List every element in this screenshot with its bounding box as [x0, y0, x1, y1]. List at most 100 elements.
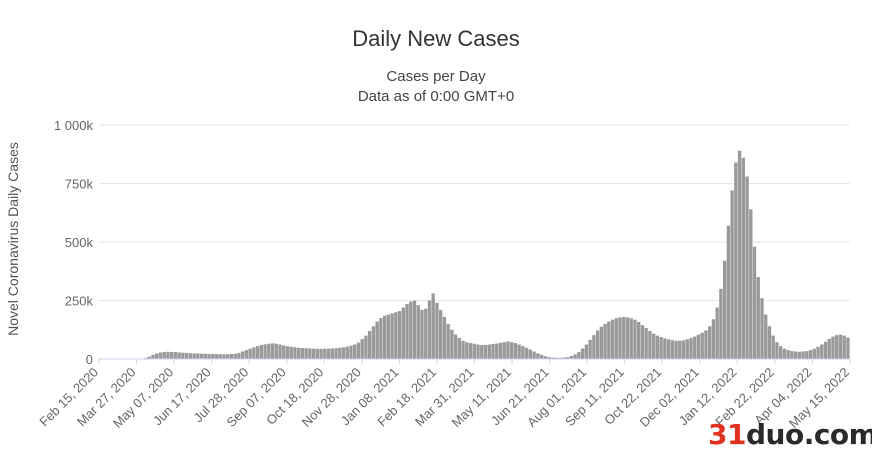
- data-bar: [838, 334, 843, 359]
- data-bar: [749, 209, 753, 359]
- data-bar: [263, 344, 267, 359]
- data-bar: [674, 340, 678, 359]
- data-bar: [659, 337, 663, 359]
- data-bar: [375, 321, 379, 359]
- data-bar: [420, 309, 424, 359]
- data-bar: [831, 336, 835, 359]
- data-bar: [416, 305, 420, 359]
- data-bar: [472, 343, 476, 359]
- data-bar: [397, 311, 402, 359]
- data-bar: [491, 344, 495, 359]
- data-bar: [203, 353, 207, 359]
- data-bar: [181, 352, 185, 359]
- data-bar: [356, 342, 361, 359]
- data-bar: [173, 351, 178, 359]
- data-bar: [442, 316, 447, 359]
- data-bar: [524, 347, 529, 359]
- watermark: 31duo.com: [708, 418, 872, 451]
- data-bar: [453, 334, 458, 359]
- data-bar: [681, 340, 686, 359]
- data-bar: [737, 150, 742, 359]
- data-bar: [779, 346, 783, 359]
- data-bar: [532, 351, 536, 359]
- data-bar: [812, 348, 816, 359]
- data-bar: [588, 339, 592, 359]
- data-bar: [248, 348, 252, 359]
- data-bar: [595, 330, 600, 359]
- data-bar: [741, 157, 745, 359]
- data-bar: [315, 348, 320, 359]
- data-bar: [468, 343, 473, 359]
- data-bar: [846, 337, 850, 359]
- data-bar: [569, 355, 574, 359]
- chart-title: Daily New Cases: [352, 26, 520, 51]
- data-bar: [476, 344, 480, 359]
- data-bar: [244, 350, 249, 359]
- data-bar: [390, 313, 394, 359]
- data-bar: [222, 354, 226, 359]
- data-bar: [708, 326, 712, 359]
- data-bar: [308, 348, 312, 359]
- data-bar: [554, 357, 559, 359]
- chart-subtitle-line-2: Data as of 0:00 GMT+0: [357, 88, 515, 105]
- data-bar: [820, 344, 824, 359]
- data-bar: [498, 342, 503, 359]
- data-bar: [640, 325, 645, 359]
- data-bar: [285, 346, 290, 359]
- data-bar: [685, 339, 689, 359]
- data-bar: [577, 351, 581, 359]
- data-bar: [192, 353, 196, 359]
- data-bar: [207, 353, 211, 359]
- data-bar: [319, 348, 323, 359]
- data-bar: [539, 354, 544, 359]
- data-bar: [607, 321, 611, 359]
- y-tick-label: 500k: [65, 235, 94, 250]
- data-bar: [666, 339, 671, 359]
- data-bar: [188, 353, 193, 359]
- data-bar: [334, 348, 338, 359]
- data-bar: [693, 336, 697, 359]
- watermark-part-1: 31: [708, 418, 746, 451]
- data-bar: [297, 347, 301, 359]
- data-bar: [528, 349, 533, 359]
- data-bar: [270, 343, 275, 359]
- y-tick-label: 1 000k: [54, 118, 94, 133]
- chart-subtitle-line-1: Cases per Day: [386, 68, 486, 85]
- data-bar: [502, 342, 506, 359]
- data-bar: [323, 348, 327, 359]
- data-bar: [547, 357, 551, 359]
- data-bar: [842, 335, 846, 359]
- data-bar: [155, 353, 159, 359]
- data-bar: [793, 351, 798, 359]
- data-bar: [214, 354, 219, 359]
- data-bar: [771, 335, 775, 359]
- data-bar: [599, 326, 604, 359]
- data-bar: [715, 307, 719, 359]
- data-bar: [823, 341, 828, 359]
- data-bar: [379, 318, 383, 359]
- data-bar: [289, 346, 293, 359]
- data-bar: [558, 357, 562, 359]
- data-bar: [338, 347, 342, 359]
- data-bar: [162, 351, 166, 359]
- data-bar: [196, 353, 200, 359]
- data-bar: [226, 354, 230, 359]
- data-bar: [240, 351, 245, 359]
- data-bar: [648, 330, 652, 359]
- data-bar: [760, 298, 764, 359]
- data-bar: [513, 343, 518, 359]
- data-bar: [722, 260, 727, 359]
- data-bar: [158, 352, 163, 359]
- data-bar: [211, 354, 215, 359]
- data-bar: [386, 314, 391, 359]
- data-bar: [326, 348, 331, 359]
- data-bar: [166, 351, 170, 359]
- data-bar: [696, 334, 701, 359]
- data-bar: [450, 329, 454, 359]
- data-bar: [345, 346, 349, 359]
- data-bar: [506, 341, 510, 359]
- data-bar: [382, 315, 387, 359]
- data-bar: [827, 338, 831, 359]
